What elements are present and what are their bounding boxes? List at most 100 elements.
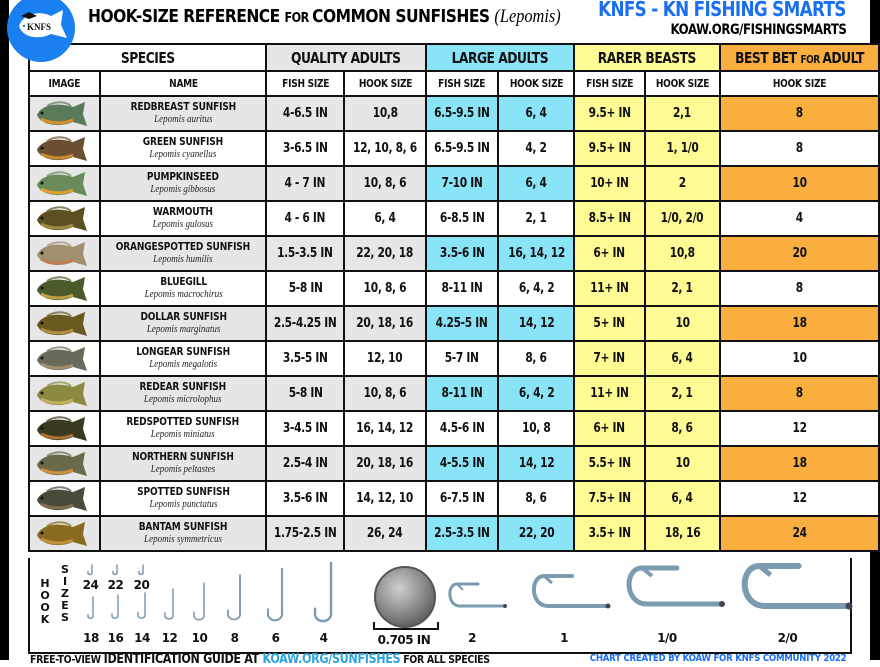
table-row: GREEN SUNFISH Lepomis cyanellus 3-6.5 IN 12… [27,130,880,167]
j-hook-icon [137,564,146,583]
hook-size-label: 24 [82,578,99,592]
large-fish-size: 4-5.5 IN [424,445,500,482]
dime-size-label: 0.705 IN [377,633,431,647]
column-header-row: IMAGE NAME FISH SIZE HOOK SIZE FISH SIZE… [27,70,880,97]
rarer-hook-size: 10 [643,445,721,482]
table-row: REDSPOTTED SUNFISH Lepomis miniatus 3-4.5 … [27,410,880,447]
rarer-fish-size: 6+ IN [573,235,646,272]
scientific-name: Lepomis symmetricus [144,533,223,545]
fish-silhouette-icon [19,10,67,38]
large-fish-size: 5-7 IN [424,340,500,377]
large-hook-icon [737,562,855,619]
table-row: LONGEAR SUNFISH Lepomis megalotis 3.5-5 IN… [27,340,880,377]
large-hook-size: 6, 4 [497,95,576,132]
best-bet-hook-size: 8 [718,130,880,167]
quality-fish-size: 5-8 IN [265,270,346,307]
fish-image [36,415,87,441]
rarer-hook-size: 2, 1 [643,375,721,412]
large-hook-size: 16, 14, 12 [497,235,576,272]
best-bet-hook-size: 20 [718,235,880,272]
quality-fish-size: 1.5-3.5 IN [265,235,346,272]
hook-size-label: 10 [191,631,208,645]
j-hook-icon [86,564,95,583]
rarer-fish-size: 6+ IN [573,410,646,447]
large-hook-size: 6, 4, 2 [497,375,576,412]
large-hook-size: 8, 6 [497,340,576,377]
rarer-fish-size: 5+ IN [573,305,646,342]
quality-fish-size: 4 - 7 IN [265,165,346,202]
fish-image [36,275,87,301]
quality-fish-size: 3.5-5 IN [265,340,346,377]
large-hook-size: 14, 12 [497,305,576,342]
brand-url: KOAW.ORG/FISHINGSMARTS [670,22,846,38]
common-name: PUMPKINSEED [147,170,220,183]
knfs-logo: KNFS [7,0,75,62]
hook-size-table: SPECIES QUALITY ADULTS LARGE ADULTS RARE… [27,43,880,552]
rarer-fish-size: 7.5+ IN [573,480,646,517]
page-title: HOOK-SIZE REFERENCE FOR COMMON SUNFISHES… [88,6,561,27]
quality-hook-size: 6, 4 [343,200,427,237]
best-bet-hook-size: 8 [718,270,880,307]
j-hook-icon [192,582,207,629]
rarer-fish-size: 11+ IN [573,375,646,412]
large-hook-icon [622,564,728,617]
large-hook-size: 10, 8 [497,410,576,447]
scientific-name: Lepomis megalotis [149,358,218,370]
best-bet-hook-size: 4 [718,200,880,237]
species-name-cell: NORTHERN SUNFISH Lepomis peltastes [99,445,268,482]
common-name: LONGEAR SUNFISH [136,345,231,358]
hook-size-label: 8 [230,631,239,645]
large-hook-size: 8, 6 [497,480,576,517]
quality-hook-size: 10, 8, 6 [343,375,427,412]
scientific-name: Lepomis gulosus [152,218,214,230]
best-bet-hook-size: 18 [718,445,880,482]
quality-hook-size: 20, 18, 16 [343,305,427,342]
fish-image-cell [27,515,102,552]
j-hook-icon [110,594,121,627]
quality-fish-size: 4-6.5 IN [265,95,346,132]
rarer-fish-size: 3.5+ IN [573,515,646,552]
best-bet-hook-size: 12 [718,480,880,517]
hook-size-label: 1/0 [657,631,677,645]
table-row: REDBREAST SUNFISH Lepomis auritus 4-6.5 IN… [27,95,880,132]
hook-size-label: 18 [83,631,99,645]
rarer-hook-size: 2, 1 [643,270,721,307]
common-name: ORANGESPOTTED SUNFISH [116,240,251,253]
large-fish-size: 6.5-9.5 IN [424,130,500,167]
rarer-hook-size: 1/0, 2/0 [643,200,721,237]
species-name-cell: BANTAM SUNFISH Lepomis symmetricus [99,515,268,552]
rarer-hook-size: 10,8 [643,235,721,272]
j-hook-icon [313,561,334,631]
table-row: SPOTTED SUNFISH Lepomis punctatus 3.5-6 IN… [27,480,880,517]
quality-hook-size: 22, 20, 18 [343,235,427,272]
fish-image-cell [27,445,102,482]
fish-image-cell [27,340,102,377]
hook-size-label: 20 [133,578,150,592]
group-large-adults: LARGE ADULTS [424,43,576,72]
rarer-fish-size: 9.5+ IN [573,130,646,167]
fish-image [36,100,87,126]
rarer-hook-size: 2 [643,165,721,202]
quality-hook-size: 16, 14, 12 [343,410,427,447]
common-name: NORTHERN SUNFISH [132,450,234,463]
table-row: REDEAR SUNFISH Lepomis microlophus 5-8 IN 1… [27,375,880,412]
quality-fish-size: 4 - 6 IN [265,200,346,237]
scientific-name: Lepomis gibbosus [150,183,216,195]
species-name-cell: LONGEAR SUNFISH Lepomis megalotis [99,340,268,377]
fish-image [36,450,87,476]
rarer-hook-size: 10 [643,305,721,342]
rarer-fish-size: 8.5+ IN [573,200,646,237]
scientific-name: Lepomis macrochirus [144,288,223,300]
species-name-cell: BLUEGILL Lepomis macrochirus [99,270,268,307]
quality-hook-size: 12, 10, 8, 6 [343,130,427,167]
scientific-name: Lepomis auritus [153,113,213,125]
col-quality-hook-size: HOOK SIZE [343,70,427,97]
species-name-cell: GREEN SUNFISH Lepomis cyanellus [99,130,268,167]
hook-size-label: 1 [560,631,568,645]
quality-hook-size: 20, 18, 16 [343,445,427,482]
common-name: BANTAM SUNFISH [138,520,228,533]
species-name-cell: SPOTTED SUNFISH Lepomis punctatus [99,480,268,517]
